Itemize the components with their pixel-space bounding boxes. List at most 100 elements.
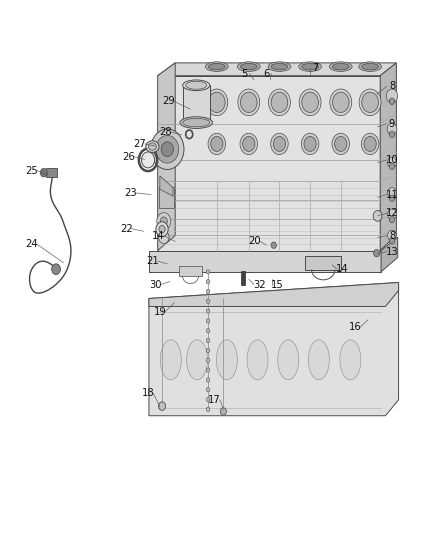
Text: 24: 24: [25, 239, 38, 249]
Text: 15: 15: [270, 280, 283, 289]
Text: 16: 16: [348, 322, 361, 332]
Circle shape: [161, 142, 173, 157]
Circle shape: [151, 129, 184, 169]
Ellipse shape: [146, 141, 159, 152]
Ellipse shape: [335, 136, 347, 151]
Text: 27: 27: [133, 139, 146, 149]
Ellipse shape: [302, 92, 318, 112]
Circle shape: [206, 358, 210, 362]
Ellipse shape: [332, 92, 349, 112]
Text: 22: 22: [120, 224, 133, 233]
Ellipse shape: [304, 136, 316, 151]
Polygon shape: [159, 187, 174, 208]
Polygon shape: [158, 76, 380, 251]
Ellipse shape: [302, 63, 318, 70]
Circle shape: [389, 98, 395, 104]
Polygon shape: [381, 237, 398, 272]
Circle shape: [206, 398, 210, 402]
Circle shape: [389, 163, 395, 169]
Circle shape: [388, 157, 396, 168]
Text: 11: 11: [385, 190, 399, 199]
Ellipse shape: [362, 92, 378, 112]
Text: 5: 5: [241, 69, 247, 78]
Circle shape: [206, 338, 210, 343]
Circle shape: [271, 242, 276, 248]
Circle shape: [159, 402, 166, 410]
Ellipse shape: [271, 92, 288, 112]
Ellipse shape: [186, 82, 207, 90]
Polygon shape: [149, 251, 381, 272]
Ellipse shape: [243, 136, 255, 151]
Ellipse shape: [187, 340, 208, 379]
Polygon shape: [149, 282, 399, 416]
Text: 20: 20: [249, 237, 261, 246]
Circle shape: [206, 329, 210, 333]
Circle shape: [156, 222, 168, 237]
Text: 6: 6: [263, 69, 269, 78]
Ellipse shape: [299, 89, 321, 116]
Text: 10: 10: [386, 155, 398, 165]
Circle shape: [206, 270, 210, 274]
Text: 32: 32: [253, 280, 265, 289]
Ellipse shape: [240, 92, 257, 112]
Polygon shape: [380, 63, 396, 251]
Ellipse shape: [240, 63, 257, 70]
Ellipse shape: [247, 340, 268, 379]
Ellipse shape: [183, 80, 210, 91]
Circle shape: [388, 188, 396, 198]
Polygon shape: [241, 271, 245, 285]
Circle shape: [386, 89, 398, 103]
Text: 8: 8: [389, 231, 395, 240]
Text: 14: 14: [152, 231, 165, 240]
Text: 18: 18: [142, 389, 154, 398]
Circle shape: [159, 231, 169, 244]
Ellipse shape: [268, 62, 291, 71]
Circle shape: [156, 135, 179, 163]
Ellipse shape: [211, 136, 223, 151]
Ellipse shape: [271, 133, 288, 155]
Polygon shape: [46, 168, 57, 177]
Ellipse shape: [273, 136, 286, 151]
Ellipse shape: [359, 62, 381, 71]
Text: 7: 7: [312, 63, 318, 73]
Polygon shape: [160, 176, 173, 196]
Ellipse shape: [332, 63, 349, 70]
Ellipse shape: [148, 143, 156, 150]
Circle shape: [159, 225, 165, 233]
Circle shape: [389, 216, 395, 223]
Circle shape: [206, 319, 210, 323]
Ellipse shape: [141, 152, 155, 168]
Circle shape: [220, 408, 226, 415]
Circle shape: [389, 195, 395, 201]
Ellipse shape: [237, 62, 260, 71]
Ellipse shape: [183, 118, 210, 127]
Ellipse shape: [340, 340, 361, 379]
Circle shape: [206, 279, 210, 284]
Text: 21: 21: [146, 256, 159, 266]
Circle shape: [389, 131, 395, 138]
Circle shape: [206, 348, 210, 352]
Circle shape: [389, 238, 395, 244]
Ellipse shape: [216, 340, 237, 379]
Polygon shape: [158, 63, 396, 76]
Text: 9: 9: [389, 119, 395, 128]
Text: 29: 29: [162, 96, 175, 106]
Text: 28: 28: [159, 127, 172, 137]
Circle shape: [388, 230, 396, 241]
Ellipse shape: [299, 62, 321, 71]
Circle shape: [206, 299, 210, 303]
Text: 8: 8: [389, 82, 395, 91]
Ellipse shape: [364, 136, 376, 151]
Ellipse shape: [238, 89, 260, 116]
Ellipse shape: [330, 89, 352, 116]
Ellipse shape: [208, 92, 225, 112]
Text: 17: 17: [208, 395, 221, 405]
Ellipse shape: [268, 89, 290, 116]
Circle shape: [388, 209, 396, 220]
Circle shape: [387, 123, 397, 135]
Circle shape: [160, 217, 167, 225]
Ellipse shape: [205, 62, 228, 71]
Ellipse shape: [208, 63, 225, 70]
Circle shape: [206, 368, 210, 372]
Text: 23: 23: [124, 188, 137, 198]
